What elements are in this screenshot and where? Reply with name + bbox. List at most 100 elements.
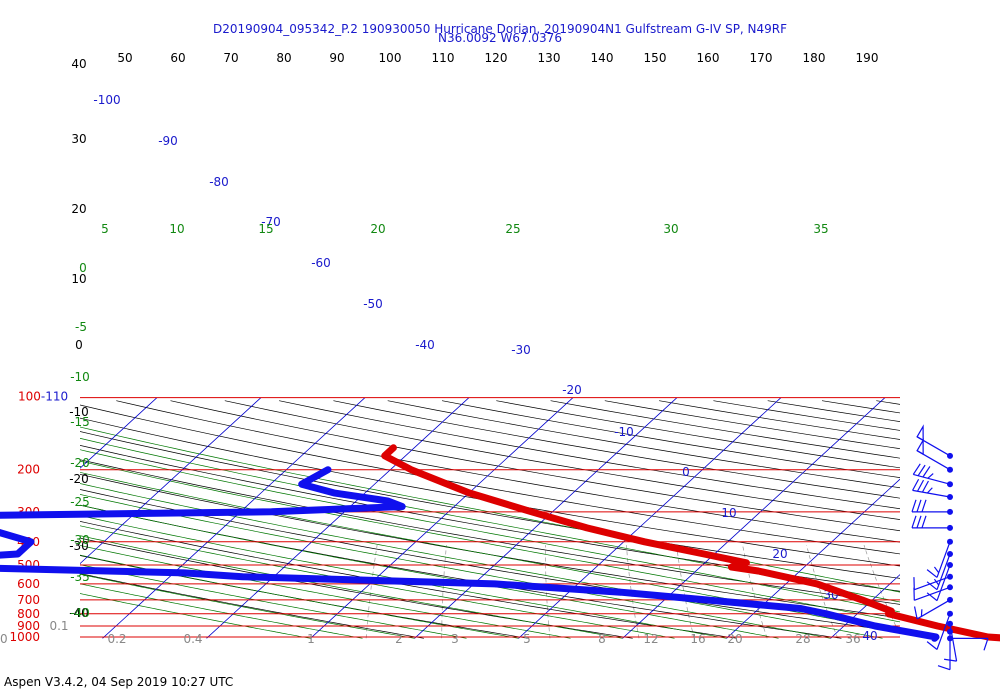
dry-adiabat [333, 400, 900, 499]
height-label: 30 [71, 132, 86, 146]
moist-adiabat [80, 583, 363, 639]
height-label: 40 [71, 57, 86, 71]
moist-adiabat [80, 426, 900, 593]
isotherm-label: -10 [614, 425, 634, 439]
mixing-ratio-label: 12 [643, 632, 658, 646]
mixing-ratio-label: 36 [845, 632, 860, 646]
dry-adiabat [80, 445, 900, 592]
wind-barb-staff [914, 586, 951, 601]
dewpoint-line [0, 466, 940, 642]
isotherm-line [830, 574, 900, 639]
dry-adiabat [931, 401, 1000, 639]
moist-adiabat-label: 10 [169, 222, 184, 236]
wind-barb [913, 573, 953, 591]
isotherm-label: -20 [562, 383, 582, 397]
wind-barb-feather [913, 606, 918, 620]
isotherm-line [935, 398, 1000, 639]
wind-barb [913, 584, 953, 601]
dry-adiabat [279, 400, 900, 510]
mixing-ratio-label: 3 [451, 632, 459, 646]
wind-barb-feather [916, 479, 925, 492]
footer-version: Aspen V3.4.2, 04 Sep 2019 10:27 UTC [4, 675, 233, 689]
isotherm-label: -40 [415, 338, 435, 352]
wind-barb [912, 463, 953, 488]
wind-barb-staff [936, 564, 951, 601]
top-tick-label: 160 [697, 51, 720, 65]
isotherm-label: -60 [311, 256, 331, 270]
dewpoint-point [823, 610, 830, 617]
wind-barb-feather [927, 473, 934, 479]
height-label: 0 [75, 338, 83, 352]
isotherm-label: -80 [209, 175, 229, 189]
pressure-label: 600 [17, 577, 40, 591]
moist-adiabat-label: -30 [70, 533, 90, 547]
temperature-point [390, 444, 397, 451]
wind-barb-feather [912, 463, 921, 475]
dry-adiabat [985, 401, 1000, 639]
moist-adiabat-label: 30 [663, 222, 678, 236]
moist-adiabat [80, 437, 900, 603]
wind-barb [937, 628, 953, 671]
isotherm-line [726, 478, 900, 639]
dry-adiabat [116, 400, 900, 543]
dry-adiabat [80, 573, 424, 639]
top-tick-label: 50 [117, 51, 132, 65]
top-tick-label: 190 [856, 51, 879, 65]
wind-barb-feather [926, 592, 938, 602]
mixing-ratio-label: 0.4 [183, 632, 202, 646]
wind-barb-feather [911, 499, 917, 513]
isotherm-line [206, 397, 470, 639]
height-label: -40 [69, 606, 89, 620]
mixing-ratio-label: 0.1 [49, 619, 68, 633]
top-tick-label: 100 [379, 51, 402, 65]
wind-barb-pennant [916, 438, 924, 456]
wind-barb [926, 610, 953, 650]
wind-barb-feather [926, 487, 933, 494]
moist-adiabat [80, 449, 900, 613]
moist-adiabat [80, 504, 779, 639]
mixing-ratio-line [676, 545, 695, 639]
isotherm-line [80, 397, 158, 469]
wind-barb-feather [926, 581, 938, 591]
isotherm-line [80, 397, 262, 565]
isotherm-label: -50 [363, 297, 383, 311]
wind-barb-feather [921, 499, 927, 513]
dewpoint-point [14, 550, 21, 557]
dry-adiabat [876, 400, 900, 405]
wind-barb-staff [936, 613, 951, 650]
mixing-ratio-line [545, 545, 551, 639]
pressure-label: 800 [17, 607, 40, 621]
isotherm-label: -70 [261, 215, 281, 229]
isotherm-label: -30 [511, 343, 531, 357]
moist-adiabat-label: -40 [70, 606, 90, 620]
wind-barb-feather [916, 515, 922, 529]
temperature-line [381, 444, 1000, 642]
dry-adiabat [80, 473, 900, 619]
temperature-point [583, 524, 590, 531]
dewpoint-point [491, 580, 498, 587]
wind-barb-feather [917, 464, 926, 477]
temperature-point [381, 452, 388, 459]
wind-barb-staff [936, 553, 951, 590]
top-tick-label: 110 [432, 51, 455, 65]
temperature-point [743, 559, 750, 566]
temperature-point [641, 538, 648, 545]
temperature-point [728, 564, 735, 571]
moist-adiabat-label: 35 [813, 222, 828, 236]
height-label: -30 [69, 539, 89, 553]
mixing-ratio-label: 8 [598, 632, 606, 646]
mixing-ratio-label: 20 [727, 632, 742, 646]
dry-adiabat [80, 489, 900, 633]
temperature-point [466, 489, 473, 496]
top-tick-label: 130 [538, 51, 561, 65]
wind-barb-feather [922, 466, 931, 478]
moist-adiabat [80, 525, 675, 639]
wind-barb [911, 515, 953, 531]
dewpoint-point [268, 508, 275, 515]
height-label: -20 [69, 472, 89, 486]
wind-barbs [911, 424, 989, 671]
dry-adiabat [767, 400, 900, 422]
moist-adiabat-label: 25 [505, 222, 520, 236]
wind-barb [913, 596, 953, 620]
mixing-ratio-label: 0.2 [107, 632, 126, 646]
